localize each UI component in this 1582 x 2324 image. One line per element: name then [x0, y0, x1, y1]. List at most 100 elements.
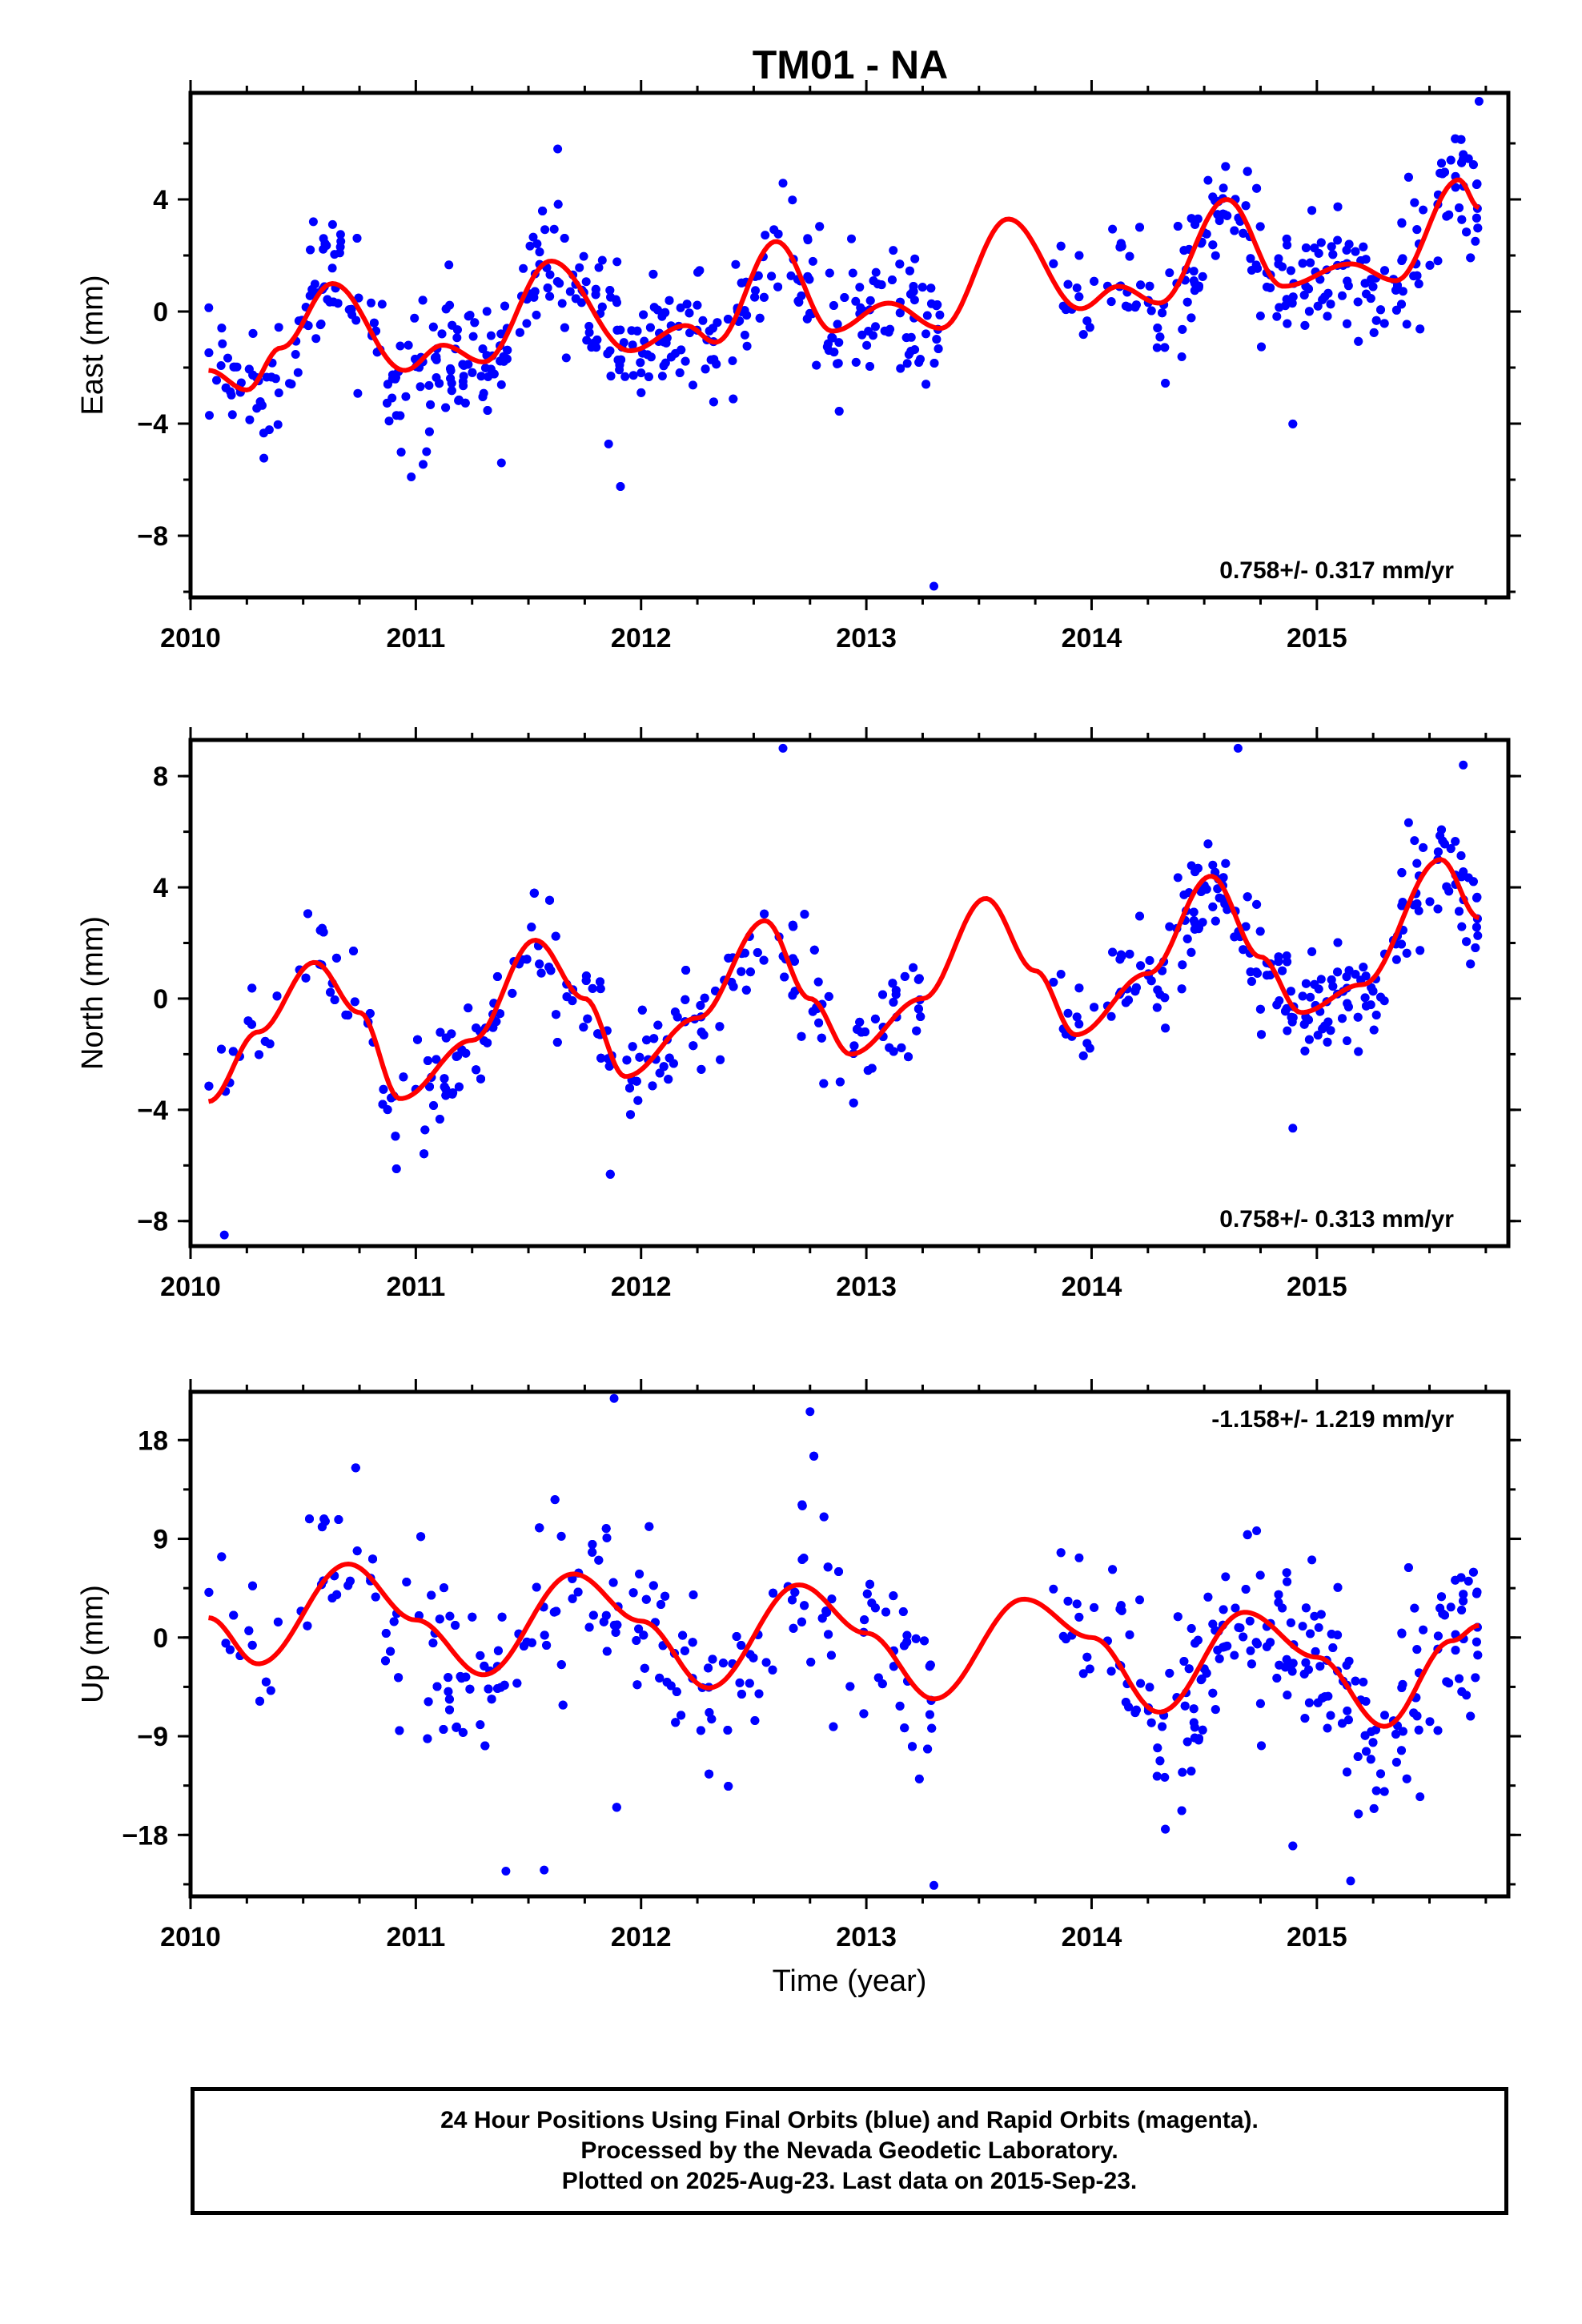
- data-point: [1299, 1669, 1309, 1679]
- data-point: [693, 300, 702, 310]
- data-point: [1459, 1596, 1468, 1606]
- data-point: [452, 325, 462, 335]
- east-points: [204, 97, 1484, 591]
- data-point: [535, 1523, 544, 1533]
- data-point: [1255, 312, 1265, 320]
- data-point: [742, 311, 752, 320]
- data-point: [677, 1711, 686, 1720]
- data-point: [689, 1590, 698, 1599]
- data-point: [311, 334, 321, 344]
- data-point: [244, 1626, 254, 1635]
- data-point: [503, 345, 512, 355]
- data-point: [824, 991, 833, 1001]
- data-point: [884, 328, 893, 337]
- data-point: [1108, 1565, 1118, 1574]
- data-point: [571, 294, 580, 304]
- data-point: [1414, 279, 1423, 288]
- data-point: [391, 1164, 401, 1173]
- data-point: [665, 1053, 674, 1063]
- data-point: [422, 447, 432, 456]
- data-point: [1323, 1037, 1332, 1047]
- data-point: [709, 397, 718, 407]
- data-point: [1211, 916, 1220, 926]
- data-point: [908, 1742, 917, 1751]
- y-tick-label: 8: [153, 762, 168, 792]
- data-point: [331, 953, 341, 963]
- data-point: [849, 1041, 859, 1051]
- data-point: [1282, 1003, 1291, 1013]
- data-point: [767, 271, 777, 281]
- data-point: [1451, 134, 1460, 143]
- data-point: [1402, 948, 1411, 958]
- data-point: [487, 1695, 496, 1704]
- data-point: [1343, 1036, 1351, 1046]
- data-point: [480, 1741, 490, 1751]
- data-point: [427, 1590, 436, 1600]
- data-point: [914, 358, 924, 367]
- data-point: [1208, 1688, 1218, 1698]
- data-point: [1310, 1611, 1319, 1621]
- data-point: [353, 388, 363, 398]
- data-point: [628, 340, 637, 350]
- data-point: [1085, 1664, 1094, 1674]
- east-rate-label: 0.758+/- 0.317 mm/yr: [1219, 557, 1454, 584]
- data-point: [697, 1027, 706, 1037]
- data-point: [381, 1629, 391, 1638]
- x-tick-label: 2015: [1287, 623, 1347, 653]
- data-point: [1446, 155, 1456, 165]
- data-point: [676, 303, 685, 312]
- data-point: [441, 1033, 451, 1043]
- y-tick-label: 9: [153, 1525, 168, 1555]
- data-point: [468, 332, 478, 341]
- data-point: [478, 344, 488, 354]
- data-point: [217, 1552, 227, 1562]
- data-point: [877, 280, 886, 290]
- data-point: [461, 1672, 471, 1682]
- data-point: [579, 251, 588, 261]
- data-point-outlier: [540, 1865, 549, 1875]
- data-point: [635, 1052, 644, 1062]
- data-point: [444, 1687, 453, 1696]
- data-point-outlier: [609, 1393, 619, 1403]
- data-point: [1178, 324, 1187, 334]
- data-point: [379, 1084, 388, 1094]
- data-point: [789, 1623, 798, 1633]
- data-point: [478, 392, 488, 401]
- data-point: [584, 328, 594, 337]
- data-point: [889, 998, 898, 1007]
- data-point: [1197, 1675, 1207, 1683]
- data-point: [1369, 1803, 1379, 1813]
- data-point: [335, 230, 345, 239]
- data-point: [1252, 183, 1262, 193]
- data-point: [870, 1014, 880, 1023]
- data-point: [428, 1638, 438, 1648]
- data-point: [519, 1642, 528, 1651]
- data-point: [447, 386, 456, 396]
- data-point: [1412, 1711, 1422, 1721]
- data-point: [773, 282, 783, 292]
- data-point: [420, 1149, 429, 1159]
- data-point: [1281, 1663, 1290, 1672]
- data-point: [229, 362, 239, 372]
- data-point: [1359, 963, 1368, 972]
- data-point: [389, 1617, 399, 1626]
- data-point: [867, 1063, 877, 1073]
- data-point: [1376, 992, 1385, 1002]
- data-point: [496, 1009, 504, 1019]
- data-point: [1135, 1595, 1144, 1605]
- data-point: [677, 345, 686, 355]
- data-point: [1173, 222, 1182, 231]
- data-point: [527, 923, 536, 932]
- data-point: [1121, 1698, 1130, 1707]
- data-point-outlier: [501, 1867, 511, 1876]
- data-point: [1338, 1014, 1347, 1023]
- data-point: [529, 888, 539, 898]
- data-point: [1466, 959, 1476, 969]
- data-point: [1272, 1674, 1282, 1683]
- data-point: [472, 1023, 481, 1033]
- data-point: [1125, 1630, 1134, 1639]
- data-point: [391, 372, 400, 382]
- data-point: [1354, 1047, 1363, 1056]
- data-point: [1282, 1568, 1291, 1578]
- data-point: [568, 1594, 577, 1603]
